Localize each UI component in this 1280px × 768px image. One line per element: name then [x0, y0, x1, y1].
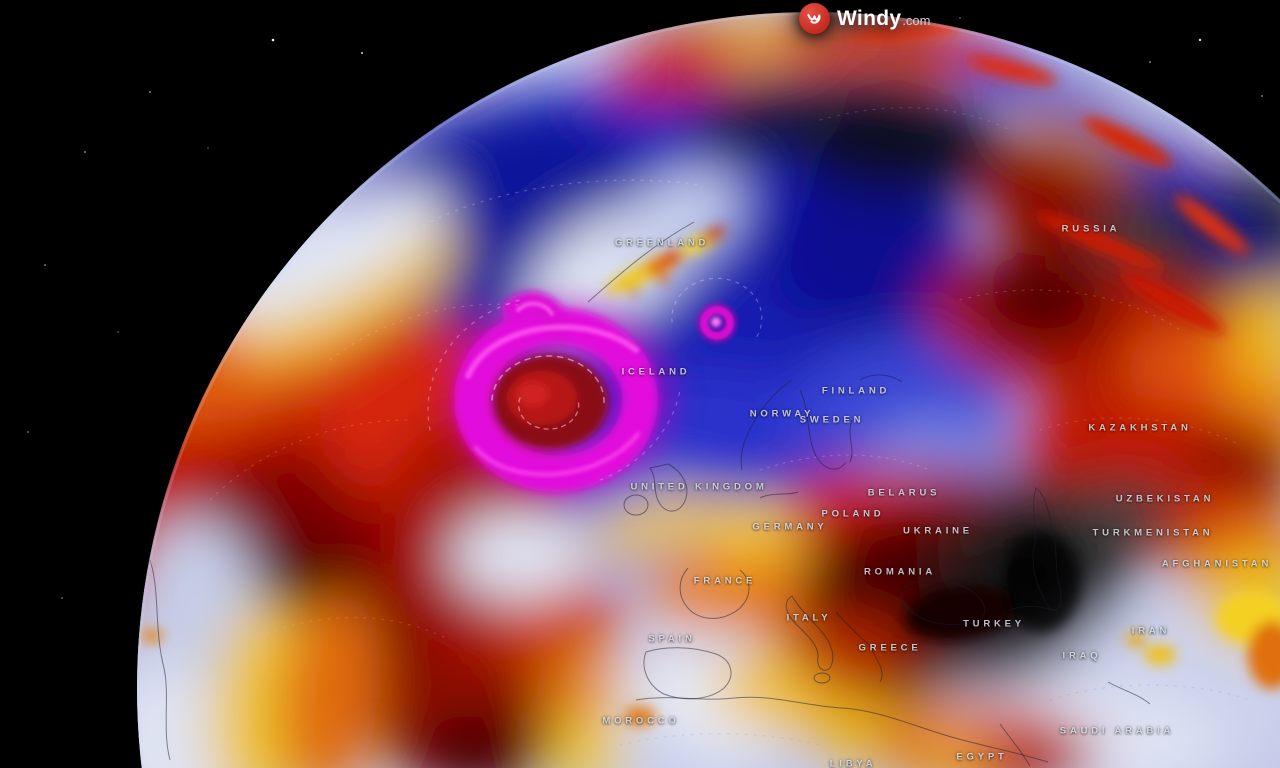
- secondary-vortex: [696, 302, 738, 344]
- windy-logo-tld: .com: [902, 12, 931, 28]
- windy-swirl-icon: [799, 3, 830, 34]
- windy-logo-text: Windy .com: [837, 7, 930, 31]
- stars: [27, 17, 1263, 599]
- windy-logo[interactable]: Windy .com: [799, 3, 930, 34]
- anomaly-field: [137, 13, 1280, 768]
- country-borders: [149, 221, 1151, 767]
- wind-streaks: [209, 107, 1251, 746]
- windy-logo-name: Windy: [837, 6, 902, 30]
- anomaly-detail: [141, 22, 1280, 725]
- polar-vortex: [440, 291, 738, 496]
